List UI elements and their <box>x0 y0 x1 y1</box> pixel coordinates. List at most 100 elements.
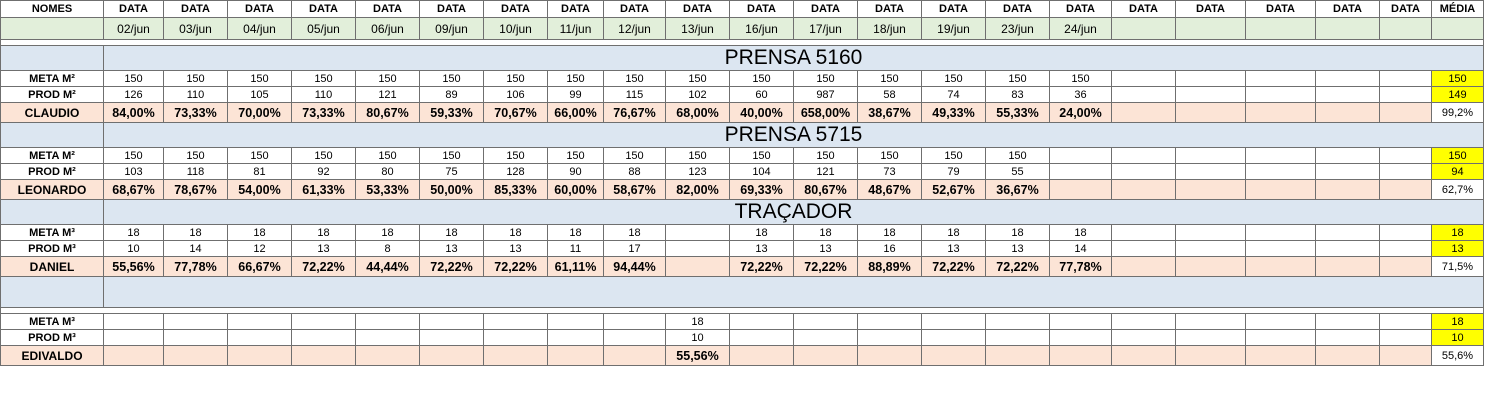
value-cell[interactable] <box>1379 179 1432 200</box>
value-cell[interactable]: 150 <box>355 147 420 164</box>
date-header-cell[interactable]: DATA <box>793 0 858 18</box>
value-cell[interactable]: 150 <box>857 70 922 87</box>
value-cell[interactable]: 115 <box>603 86 666 103</box>
value-cell[interactable]: 13 <box>793 240 858 257</box>
value-cell[interactable]: 103 <box>103 163 164 180</box>
value-cell[interactable]: 85,33% <box>483 179 548 200</box>
value-cell[interactable]: 72,22% <box>729 256 794 277</box>
value-cell[interactable]: 72,22% <box>985 256 1050 277</box>
value-cell[interactable] <box>1315 329 1380 346</box>
value-cell[interactable]: 59,33% <box>419 102 484 123</box>
value-cell[interactable] <box>1379 102 1432 123</box>
date-header-cell[interactable]: DATA <box>483 0 548 18</box>
value-cell[interactable]: 150 <box>103 147 164 164</box>
value-cell[interactable]: 61,33% <box>291 179 356 200</box>
value-cell[interactable] <box>793 313 858 330</box>
average-cell[interactable]: 13 <box>1431 240 1484 257</box>
value-cell[interactable] <box>103 345 164 366</box>
average-cell[interactable]: 10 <box>1431 329 1484 346</box>
value-cell[interactable] <box>1245 163 1316 180</box>
value-cell[interactable]: 150 <box>103 70 164 87</box>
operator-name-cell[interactable]: DANIEL <box>0 256 104 277</box>
value-cell[interactable] <box>1175 240 1246 257</box>
value-cell[interactable]: 121 <box>355 86 420 103</box>
value-cell[interactable]: 55,33% <box>985 102 1050 123</box>
value-cell[interactable]: 58 <box>857 86 922 103</box>
value-cell[interactable] <box>1245 70 1316 87</box>
value-cell[interactable] <box>1111 86 1176 103</box>
date-header-cell[interactable]: DATA <box>1111 0 1176 18</box>
value-cell[interactable]: 18 <box>985 224 1050 241</box>
date-cell[interactable]: 03/jun <box>163 17 228 40</box>
value-cell[interactable]: 66,67% <box>227 256 292 277</box>
value-cell[interactable]: 18 <box>729 224 794 241</box>
date-cell[interactable] <box>1175 17 1246 40</box>
value-cell[interactable] <box>1315 86 1380 103</box>
value-cell[interactable] <box>1049 179 1112 200</box>
value-cell[interactable]: 150 <box>729 70 794 87</box>
value-cell[interactable]: 150 <box>985 147 1050 164</box>
dates-media-cell[interactable] <box>1431 17 1484 40</box>
value-cell[interactable]: 54,00% <box>227 179 292 200</box>
value-cell[interactable]: 150 <box>483 70 548 87</box>
value-cell[interactable]: 150 <box>793 147 858 164</box>
value-cell[interactable] <box>1245 179 1316 200</box>
value-cell[interactable] <box>665 256 730 277</box>
value-cell[interactable]: 150 <box>227 70 292 87</box>
value-cell[interactable]: 72,22% <box>419 256 484 277</box>
value-cell[interactable]: 13 <box>729 240 794 257</box>
date-cell[interactable]: 06/jun <box>355 17 420 40</box>
value-cell[interactable]: 55,56% <box>665 345 730 366</box>
value-cell[interactable] <box>355 313 420 330</box>
value-cell[interactable] <box>1111 329 1176 346</box>
value-cell[interactable]: 150 <box>291 70 356 87</box>
section-title[interactable]: TRAÇADOR <box>103 199 1484 225</box>
value-cell[interactable]: 150 <box>355 70 420 87</box>
value-cell[interactable]: 12 <box>227 240 292 257</box>
row-label-cell[interactable]: PROD M³ <box>0 329 104 346</box>
value-cell[interactable]: 150 <box>483 147 548 164</box>
value-cell[interactable] <box>1315 313 1380 330</box>
section-label-cell[interactable] <box>0 276 104 308</box>
operator-name-cell[interactable]: EDIVALDO <box>0 345 104 366</box>
date-header-cell[interactable]: DATA <box>1315 0 1380 18</box>
date-cell[interactable]: 09/jun <box>419 17 484 40</box>
value-cell[interactable]: 48,67% <box>857 179 922 200</box>
value-cell[interactable]: 36,67% <box>985 179 1050 200</box>
section-title[interactable]: PRENSA 5715 <box>103 122 1484 148</box>
value-cell[interactable] <box>103 313 164 330</box>
section-label-cell[interactable] <box>0 122 104 148</box>
value-cell[interactable] <box>547 345 604 366</box>
value-cell[interactable] <box>1175 86 1246 103</box>
date-cell[interactable]: 11/jun <box>547 17 604 40</box>
value-cell[interactable] <box>1245 102 1316 123</box>
average-cell[interactable]: 18 <box>1431 313 1484 330</box>
value-cell[interactable] <box>603 345 666 366</box>
value-cell[interactable]: 18 <box>355 224 420 241</box>
value-cell[interactable]: 69,33% <box>729 179 794 200</box>
date-header-cell[interactable]: DATA <box>419 0 484 18</box>
value-cell[interactable]: 88,89% <box>857 256 922 277</box>
value-cell[interactable] <box>355 345 420 366</box>
date-header-cell[interactable]: DATA <box>103 0 164 18</box>
value-cell[interactable]: 18 <box>163 224 228 241</box>
date-header-cell[interactable]: DATA <box>355 0 420 18</box>
value-cell[interactable]: 73,33% <box>291 102 356 123</box>
date-cell[interactable] <box>1379 17 1432 40</box>
value-cell[interactable]: 150 <box>985 70 1050 87</box>
value-cell[interactable]: 150 <box>163 70 228 87</box>
value-cell[interactable]: 70,00% <box>227 102 292 123</box>
date-header-cell[interactable]: DATA <box>1245 0 1316 18</box>
value-cell[interactable]: 150 <box>419 147 484 164</box>
row-label-cell[interactable]: META M³ <box>0 313 104 330</box>
value-cell[interactable]: 66,00% <box>547 102 604 123</box>
date-cell[interactable]: 02/jun <box>103 17 164 40</box>
value-cell[interactable]: 75 <box>419 163 484 180</box>
value-cell[interactable]: 11 <box>547 240 604 257</box>
value-cell[interactable] <box>1245 256 1316 277</box>
value-cell[interactable]: 72,22% <box>483 256 548 277</box>
value-cell[interactable]: 121 <box>793 163 858 180</box>
value-cell[interactable] <box>921 313 986 330</box>
value-cell[interactable]: 18 <box>793 224 858 241</box>
value-cell[interactable] <box>1245 86 1316 103</box>
